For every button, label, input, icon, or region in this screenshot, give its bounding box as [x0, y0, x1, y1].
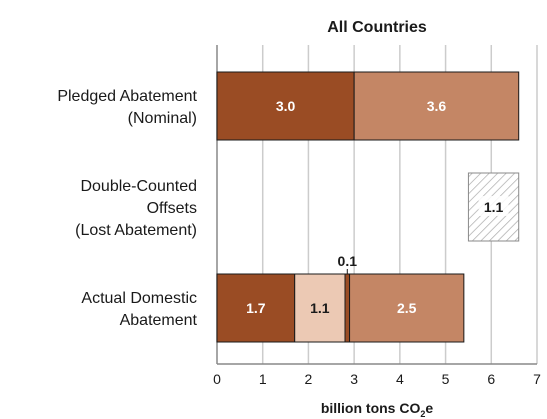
- category-label: Actual Domestic Abatement: [81, 290, 197, 329]
- bar-segment: [467, 172, 520, 242]
- data-label: 0.1: [338, 253, 358, 269]
- x-tick-label: 0: [213, 371, 221, 387]
- x-tick-label: 2: [305, 371, 313, 387]
- x-tick-label: 3: [350, 371, 358, 387]
- bar-segment: [349, 273, 465, 343]
- category-label-line: Abatement: [120, 312, 198, 329]
- bar-segment: [216, 273, 296, 343]
- x-tick-label: 5: [442, 371, 450, 387]
- chart-title: All Countries: [327, 19, 427, 36]
- data-label: 3.6: [427, 98, 447, 114]
- x-axis-ticks: 0 1 2 3 4 5 6 7: [213, 371, 541, 387]
- category-label: Double-Counted Offsets (Lost Abatement): [75, 178, 197, 239]
- category-labels: Pledged Abatement (Nominal) Double-Counted…: [57, 88, 197, 329]
- category-label-line: Actual Domestic: [81, 290, 197, 307]
- x-axis-label-subscript: 2: [420, 409, 425, 419]
- data-label: 1.7: [246, 300, 266, 316]
- category-label-line: Offsets: [147, 200, 197, 217]
- x-tick-label: 1: [259, 371, 267, 387]
- category-label-line: Pledged Abatement: [57, 88, 197, 105]
- data-label: 2.5: [397, 300, 417, 316]
- data-label: 3.0: [276, 98, 296, 114]
- category-label: Pledged Abatement (Nominal): [57, 88, 197, 127]
- category-label-line: (Nominal): [128, 110, 197, 127]
- x-axis-label: billion tons CO2e: [321, 400, 434, 419]
- category-label-line: Double-Counted: [80, 178, 197, 195]
- x-tick-label: 6: [487, 371, 495, 387]
- x-tick-label: 4: [396, 371, 404, 387]
- bar-segment: [344, 273, 351, 343]
- x-axis-label-suffix: e: [425, 400, 433, 416]
- data-label-background: [478, 196, 509, 216]
- x-tick-label: 7: [533, 371, 541, 387]
- category-label-line: (Lost Abatement): [75, 222, 197, 239]
- bars: [216, 71, 520, 343]
- bar-segment: [353, 71, 520, 141]
- x-axis-label-main: billion tons CO: [321, 400, 421, 416]
- data-labels: 3.0 3.6 1.1 1.7 1.1 0.1 2.5: [246, 98, 509, 316]
- data-label: 1.1: [310, 300, 330, 316]
- data-label: 1.1: [484, 199, 504, 215]
- bar-segment: [294, 273, 346, 343]
